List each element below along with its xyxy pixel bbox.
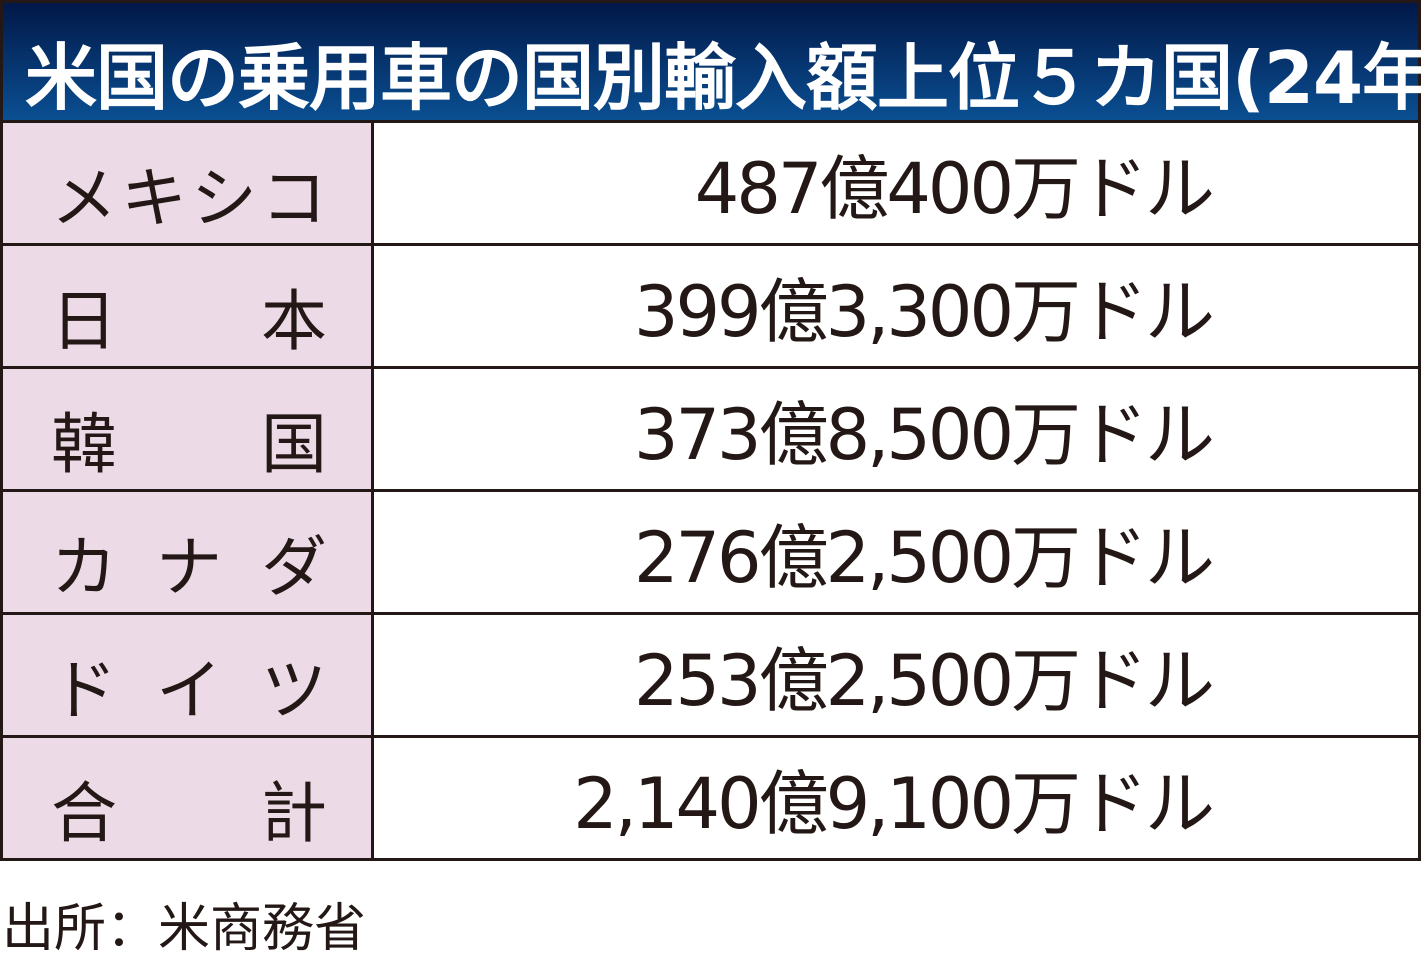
table-row: メキシコ 487億400万ドル (0, 120, 1421, 246)
table-row: 韓国 373億8,500万ドル (0, 366, 1421, 492)
country-cell: メキシコ (0, 120, 374, 246)
country-cell: 合計 (0, 735, 374, 861)
value-cell: 487億400万ドル (371, 120, 1421, 246)
country-label: 日本 (51, 283, 327, 360)
page-title: 米国の乗用車の国別輸入額上位５カ国(24年) (25, 36, 1421, 120)
import-value: 487億400万ドル (694, 147, 1215, 230)
import-value: 253億2,500万ドル (633, 639, 1215, 722)
table-row: 日本 399億3,300万ドル (0, 243, 1421, 369)
import-value: 2,140億9,100万ドル (573, 762, 1215, 845)
source-note: 出所：米商務省 (2, 899, 367, 959)
table-row: カナダ 276億2,500万ドル (0, 489, 1421, 615)
import-value: 373億8,500万ドル (633, 393, 1215, 476)
title-bar: 米国の乗用車の国別輸入額上位５カ国(24年) (0, 0, 1421, 120)
country-cell: カナダ (0, 489, 374, 615)
import-value: 399億3,300万ドル (633, 270, 1215, 353)
country-cell: ドイツ (0, 612, 374, 738)
import-table: メキシコ 487億400万ドル日本 399億3,300万ドル韓国 373億8,500万… (0, 120, 1421, 861)
country-cell: 韓国 (0, 366, 374, 492)
country-label: 韓国 (51, 406, 327, 483)
value-cell: 2,140億9,100万ドル (371, 735, 1421, 861)
value-cell: 276億2,500万ドル (371, 489, 1421, 615)
value-cell: 373億8,500万ドル (371, 366, 1421, 492)
country-label: ドイツ (51, 652, 327, 729)
country-label: カナダ (51, 529, 327, 606)
table-row: ドイツ 253億2,500万ドル (0, 612, 1421, 738)
value-cell: 253億2,500万ドル (371, 612, 1421, 738)
table-row: 合計 2,140億9,100万ドル (0, 735, 1421, 861)
country-label: 合計 (51, 775, 327, 852)
country-label: メキシコ (51, 160, 327, 237)
value-cell: 399億3,300万ドル (371, 243, 1421, 369)
country-cell: 日本 (0, 243, 374, 369)
import-value: 276億2,500万ドル (633, 516, 1215, 599)
